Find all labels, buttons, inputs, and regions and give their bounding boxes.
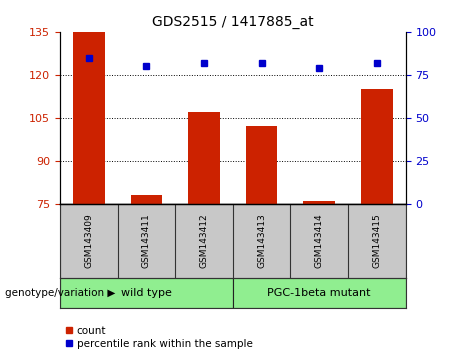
Text: genotype/variation ▶: genotype/variation ▶: [5, 288, 115, 298]
Text: wild type: wild type: [121, 288, 172, 298]
Text: GSM143412: GSM143412: [200, 213, 208, 268]
Bar: [361, 89, 393, 204]
Text: GSM143411: GSM143411: [142, 213, 151, 268]
Bar: [246, 126, 278, 204]
Text: GSM143409: GSM143409: [84, 213, 93, 268]
Bar: [233, 278, 406, 308]
Text: GSM143413: GSM143413: [257, 213, 266, 268]
Bar: [130, 195, 162, 204]
Bar: [60, 278, 233, 308]
Text: PGC-1beta mutant: PGC-1beta mutant: [267, 288, 371, 298]
Title: GDS2515 / 1417885_at: GDS2515 / 1417885_at: [152, 16, 313, 29]
Legend: count, percentile rank within the sample: count, percentile rank within the sample: [65, 326, 253, 349]
Bar: [188, 112, 220, 204]
Bar: [303, 201, 335, 204]
Bar: [73, 32, 105, 204]
Text: GSM143415: GSM143415: [372, 213, 381, 268]
Text: GSM143414: GSM143414: [315, 213, 324, 268]
